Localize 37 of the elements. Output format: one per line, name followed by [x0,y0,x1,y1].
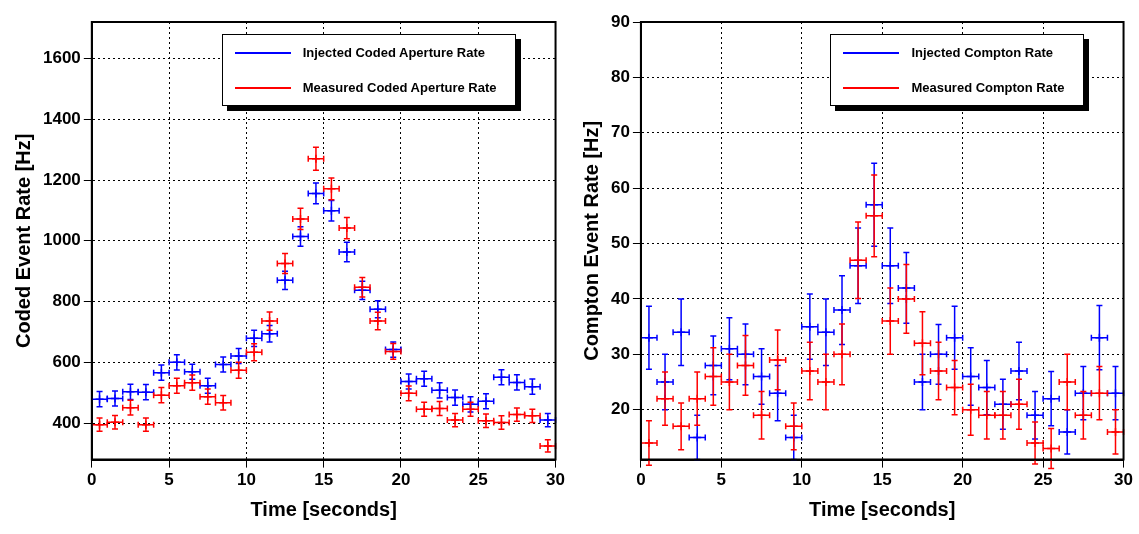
y-tick-label: 600 [52,352,81,372]
x-tick-label: 10 [792,470,812,490]
x-tick-label: 20 [953,470,973,490]
x-tick-label: 20 [391,470,411,490]
y-tick-label: 60 [610,177,630,197]
x-tick-label: 10 [236,470,256,490]
x-tick-label: 25 [468,470,488,490]
legend-label: Measured Compton Rate [911,80,1065,95]
x-tick-label: 0 [636,470,646,490]
x-tick-label: 0 [87,470,97,490]
x-tick-label: 15 [314,470,334,490]
y-tick-label: 30 [610,344,630,364]
y-tick-label: 1000 [42,230,81,250]
y-tick-label: 1600 [42,48,81,68]
legend-label: Injected Compton Rate [911,45,1053,60]
y-tick-label: 80 [610,67,630,87]
y-tick-label: 1200 [42,169,81,189]
y-tick-label: 70 [610,122,630,142]
y-axis-title: Coded Event Rate [Hz] [11,133,34,349]
legend-label: Measured Coded Aperture Rate [302,80,497,95]
x-tick-label: 15 [872,470,892,490]
y-tick-label: 1400 [42,108,81,128]
y-tick-label: 400 [52,412,81,432]
y-tick-label: 800 [52,291,81,311]
x-axis-title: Time [seconds] [250,497,397,520]
x-tick-label: 30 [1114,470,1134,490]
x-axis-title: Time [seconds] [809,497,956,520]
x-tick-label: 30 [546,470,566,490]
x-tick-label: 5 [164,470,174,490]
y-tick-label: 50 [610,233,630,253]
legend-label: Injected Coded Aperture Rate [302,45,485,60]
y-tick-label: 40 [610,288,630,308]
x-tick-label: 25 [1033,470,1053,490]
y-tick-label: 90 [610,11,630,31]
y-axis-title: Compton Event Rate [Hz] [579,120,602,361]
x-tick-label: 5 [716,470,727,490]
y-tick-label: 20 [610,399,630,419]
